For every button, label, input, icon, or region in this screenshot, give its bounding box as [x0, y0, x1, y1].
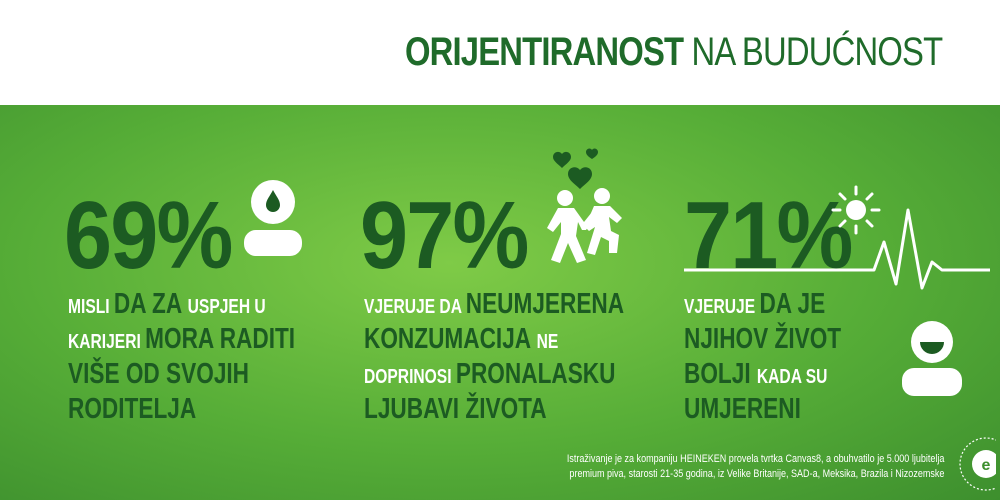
plain-text: DOPRINOSI [364, 366, 456, 388]
stat-2-value: 97% [360, 182, 529, 289]
plain-text: KADA SU [756, 366, 828, 388]
highlight-text: UMJERENI [684, 393, 801, 425]
footnote-line-1: Istraživanje je za kompaniju HEINEKEN pr… [566, 453, 944, 465]
title-light: NA BUDUĆNOST [682, 30, 943, 74]
highlight-text: BOLJI [684, 358, 757, 390]
enjoy-responsibly-seal-icon: e [959, 437, 996, 491]
stat-3-value: 71% [684, 182, 853, 289]
highlight-text: RODITELJA [68, 393, 197, 425]
description-line: NJIHOV ŽIVOT [684, 325, 841, 354]
description-line: VJERUJE DA NEUMJERENA [364, 290, 624, 319]
description-line: VIŠE OD SVOJIH [68, 360, 295, 389]
sun-icon [831, 185, 881, 235]
description-line: MISLI DA ZA USPJEH U [68, 290, 295, 319]
description-line: KARIJERI MORA RADITI [68, 325, 295, 354]
description-line: VJERUJE DA JE [684, 290, 841, 319]
footnote-line-2: premium piva, starosti 21-35 godina, iz … [569, 468, 944, 480]
stat-2-description: VJERUJE DA NEUMJERENA KONZUMACIJA NE DOPRI… [364, 290, 624, 430]
highlight-text: NJIHOV ŽIVOT [684, 323, 842, 355]
sad-person-icon [244, 180, 302, 256]
description-line: UMJERENI [684, 395, 841, 424]
plain-text: USPJEH U [187, 296, 266, 318]
highlight-text: MORA RADITI [145, 323, 296, 355]
plain-text: KARIJERI [68, 331, 146, 353]
highlight-text: PRONALASKU [455, 358, 616, 390]
heartbeat-line-icon [684, 208, 990, 290]
green-panel [0, 105, 1000, 500]
highlight-text: DA JE [759, 288, 826, 320]
stat-1-value: 69% [64, 182, 233, 289]
plain-text: MISLI [68, 296, 114, 318]
highlight-text: DA ZA [113, 288, 188, 320]
highlight-text: LJUBAVI ŽIVOTA [364, 393, 547, 425]
highlight-text: VIŠE OD SVOJIH [68, 358, 250, 390]
stat-1-description: MISLI DA ZA USPJEH U KARIJERI MORA RADITI… [68, 290, 295, 430]
description-line: RODITELJA [68, 395, 295, 424]
description-line: BOLJI KADA SU [684, 360, 841, 389]
svg-text:e: e [982, 457, 991, 474]
footnote: Istraživanje je za kompaniju HEINEKEN pr… [566, 452, 944, 482]
description-line: LJUBAVI ŽIVOTA [364, 395, 624, 424]
header: ORIJENTIRANOST NA BUDUĆNOST [0, 0, 1000, 105]
plain-text: NE [536, 331, 559, 353]
couple-hearts-icon [547, 148, 622, 263]
description-line: DOPRINOSI PRONALASKU [364, 360, 624, 389]
happy-person-icon [902, 321, 962, 396]
plain-text: VJERUJE DA [364, 296, 466, 318]
highlight-text: KONZUMACIJA [364, 323, 537, 355]
plain-text: VJERUJE [684, 296, 760, 318]
page-title: ORIJENTIRANOST NA BUDUĆNOST [404, 30, 943, 75]
description-line: KONZUMACIJA NE [364, 325, 624, 354]
stat-3-description: VJERUJE DA JE NJIHOV ŽIVOT BOLJI KADA SU UM… [684, 290, 841, 430]
title-bold: ORIJENTIRANOST [404, 30, 684, 74]
highlight-text: NEUMJERENA [465, 288, 625, 320]
